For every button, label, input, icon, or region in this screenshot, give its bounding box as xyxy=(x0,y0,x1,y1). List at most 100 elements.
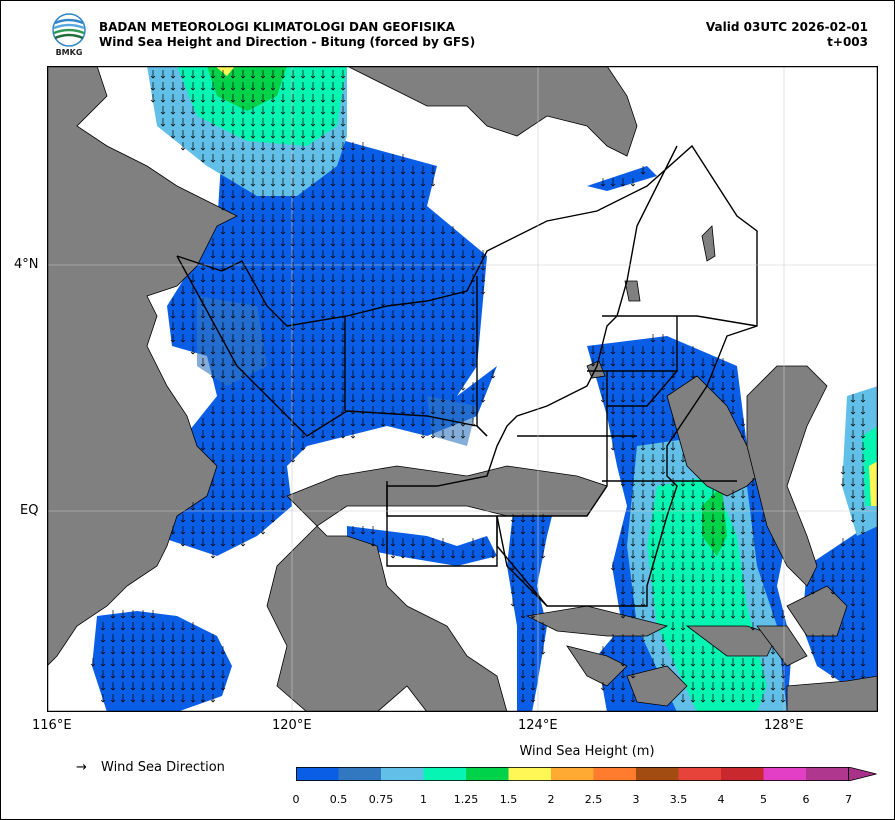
wind-arrow xyxy=(140,610,146,619)
wind-arrow xyxy=(250,286,256,295)
wind-arrow xyxy=(450,430,456,439)
wind-arrow xyxy=(470,538,476,547)
wind-arrow xyxy=(280,178,286,187)
wind-arrow xyxy=(400,550,406,559)
wind-arrow xyxy=(290,250,296,259)
wind-arrow xyxy=(270,514,276,523)
wind-arrow xyxy=(520,538,526,547)
wind-arrow xyxy=(400,346,406,355)
wind-arrow xyxy=(360,154,366,163)
wind-arrow xyxy=(350,190,356,199)
wind-arrow xyxy=(390,166,396,175)
wind-arrow xyxy=(690,370,696,379)
wind-arrow xyxy=(850,562,856,571)
wind-arrow xyxy=(140,646,146,655)
wind-arrow xyxy=(460,286,466,295)
wind-arrow xyxy=(190,106,196,115)
wind-arrow xyxy=(130,658,136,667)
wind-arrow xyxy=(250,322,256,331)
wind-arrow xyxy=(660,610,666,619)
colorbar-tick-label: 0.5 xyxy=(329,793,348,806)
wind-arrow xyxy=(770,574,776,583)
wind-arrow xyxy=(710,502,716,511)
wind-arrow xyxy=(260,526,266,535)
wind-arrow xyxy=(340,394,346,403)
colorbar-tick-label: 1 xyxy=(420,793,427,806)
wind-arrow xyxy=(360,382,366,391)
wind-arrow xyxy=(700,490,706,499)
wind-arrow xyxy=(400,202,406,211)
wind-arrow xyxy=(310,238,316,247)
wind-arrow xyxy=(230,430,236,439)
wind-arrow xyxy=(280,430,286,439)
wind-arrow xyxy=(390,406,396,415)
wind-arrow xyxy=(420,226,426,235)
wind-arrow xyxy=(230,82,236,91)
wind-arrow xyxy=(350,214,356,223)
wind-arrow xyxy=(630,406,636,415)
arrow-legend-icon: → xyxy=(76,760,87,775)
wind-arrow xyxy=(260,262,266,271)
wind-arrow xyxy=(730,526,736,535)
wind-arrow xyxy=(260,298,266,307)
wind-arrow xyxy=(270,118,276,127)
wind-arrow xyxy=(240,214,246,223)
wind-arrow xyxy=(660,538,666,547)
wind-arrow xyxy=(480,274,486,283)
wind-arrow xyxy=(280,370,286,379)
wind-arrow xyxy=(160,634,166,643)
wind-arrow xyxy=(100,658,106,667)
wind-arrow xyxy=(720,358,726,367)
wind-arrow xyxy=(690,682,696,691)
wind-arrow xyxy=(430,406,436,415)
wind-arrow xyxy=(370,346,376,355)
wind-arrow xyxy=(240,502,246,511)
wind-arrow xyxy=(770,586,776,595)
wind-arrow xyxy=(300,106,306,115)
wind-arrow xyxy=(310,106,316,115)
wind-arrow xyxy=(640,550,646,559)
wind-arrow xyxy=(750,550,756,559)
wind-arrow xyxy=(200,310,206,319)
wind-arrow xyxy=(770,694,776,703)
wind-arrow xyxy=(310,394,316,403)
wind-arrow xyxy=(350,346,356,355)
wind-arrow xyxy=(410,370,416,379)
wind-arrow xyxy=(190,526,196,535)
wind-arrow xyxy=(240,82,246,91)
wind-arrow xyxy=(390,382,396,391)
wind-arrow xyxy=(370,154,376,163)
wind-arrow xyxy=(700,574,706,583)
wind-arrow xyxy=(620,382,626,391)
wind-arrow xyxy=(290,382,296,391)
wind-arrow xyxy=(280,454,286,463)
wind-arrow xyxy=(220,142,226,151)
wind-arrow xyxy=(260,478,266,487)
wind-arrow xyxy=(470,394,476,403)
wind-arrow xyxy=(260,214,266,223)
wind-arrow xyxy=(340,370,346,379)
wind-arrow xyxy=(260,466,266,475)
wind-arrow xyxy=(340,166,346,175)
wind-arrow xyxy=(280,202,286,211)
wind-arrow xyxy=(650,358,656,367)
wind-arrow xyxy=(840,550,846,559)
wind-arrow xyxy=(300,70,306,79)
wind-arrow xyxy=(340,358,346,367)
wind-arrow xyxy=(220,466,226,475)
wind-arrow xyxy=(740,550,746,559)
wind-arrow xyxy=(350,310,356,319)
wind-arrow xyxy=(340,274,346,283)
wind-arrow xyxy=(240,178,246,187)
wind-arrow xyxy=(260,418,266,427)
wind-arrow xyxy=(180,694,186,703)
wind-arrow xyxy=(750,694,756,703)
wind-arrow xyxy=(680,562,686,571)
wind-arrow xyxy=(170,82,176,91)
wind-arrow xyxy=(530,610,536,619)
wind-arrow xyxy=(680,586,686,595)
wind-arrow xyxy=(470,298,476,307)
wind-arrow xyxy=(330,274,336,283)
wind-arrow xyxy=(850,622,856,631)
wind-arrow xyxy=(670,370,676,379)
